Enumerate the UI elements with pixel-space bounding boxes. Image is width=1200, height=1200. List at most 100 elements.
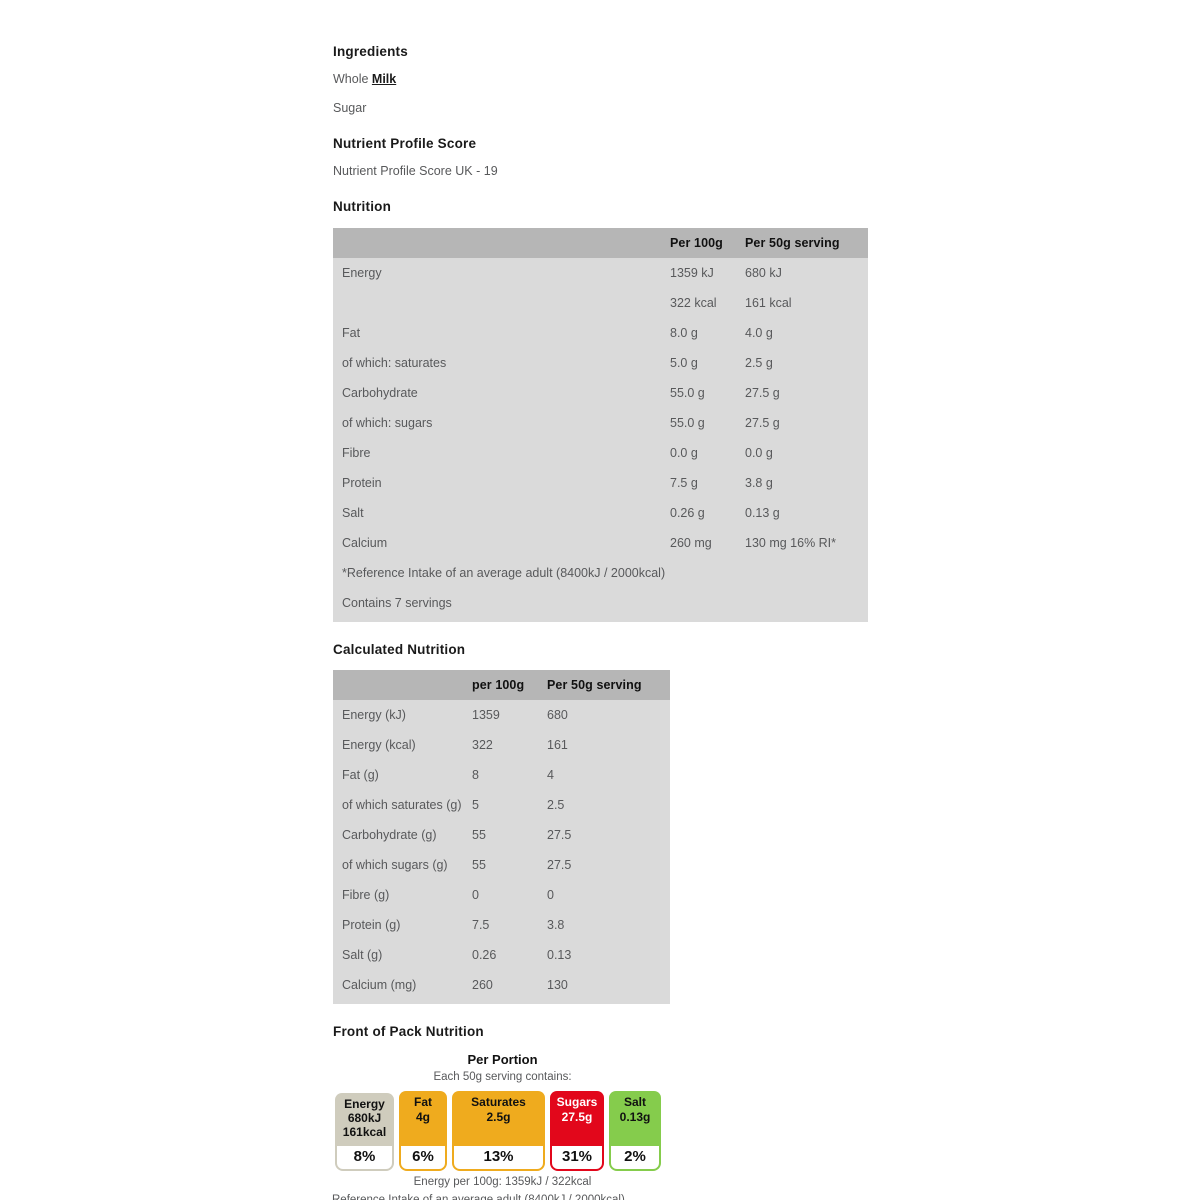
front-of-pack-heading: Front of Pack Nutrition	[333, 1023, 484, 1039]
row-value-serving: 3.8 g	[745, 475, 773, 490]
row-value-serving: 4.0 g	[745, 325, 773, 340]
row-label: Fibre (g)	[342, 887, 390, 902]
table-row: Energy (kJ) 1359 680	[333, 700, 670, 730]
table-row: Fibre (g) 0 0	[333, 880, 670, 910]
row-label: Energy	[342, 265, 382, 280]
row-value-100g: 0.26 g	[670, 505, 705, 520]
row-value-100g: 55.0 g	[670, 415, 705, 430]
nutrition-heading: Nutrition	[333, 199, 392, 215]
content-column: Ingredients Whole Milk Sugar Nutrient Pr…	[332, 44, 873, 1200]
row-value-serving: 130 mg 16% RI*	[745, 535, 837, 550]
table-row: Energy 1359 kJ 680 kJ	[333, 258, 868, 288]
row-value-serving: 161 kcal	[745, 295, 792, 310]
table-row: Fat 8.0 g 4.0 g	[333, 318, 868, 348]
traffic-light-row: Energy 680kJ 161kcal 8% Fat 4g 6% Satu	[335, 1091, 670, 1171]
ingredient-line: Whole Milk	[333, 72, 873, 87]
reference-intake-note: *Reference Intake of an average adult (8…	[342, 565, 666, 580]
table-row: Protein (g) 7.5 3.8	[333, 910, 670, 940]
traffic-light-percent: 31%	[550, 1146, 604, 1171]
traffic-light-percent: 6%	[399, 1146, 447, 1171]
table-note-row: Contains 7 servings	[333, 588, 868, 622]
row-value-100g: 5.0 g	[670, 355, 698, 370]
calculated-nutrition-heading: Calculated Nutrition	[333, 641, 466, 657]
row-value-100g: 5	[472, 797, 479, 812]
row-value-serving: 130	[547, 977, 568, 992]
traffic-light-label: Salt	[623, 1095, 646, 1110]
row-label: Carbohydrate (g)	[342, 827, 437, 842]
row-value-serving: 27.5 g	[745, 415, 780, 430]
row-label: Energy (kcal)	[342, 737, 416, 752]
table-row: Energy (kcal) 322 161	[333, 730, 670, 760]
row-label: Protein (g)	[342, 917, 401, 932]
row-value-serving: 161	[547, 737, 568, 752]
traffic-light-saturates: Saturates 2.5g 13%	[452, 1091, 545, 1171]
row-value-serving: 27.5 g	[745, 385, 780, 400]
row-value-serving: 0.0 g	[745, 445, 773, 460]
traffic-light-value-secondary: 161kcal	[342, 1124, 387, 1139]
traffic-light-salt: Salt 0.13g 2%	[609, 1091, 661, 1171]
row-label: Fat	[342, 325, 361, 340]
ingredient-line: Sugar	[333, 101, 873, 116]
traffic-light-salt-body: Salt 0.13g	[609, 1091, 661, 1146]
per-portion-title: Per Portion	[467, 1051, 538, 1067]
row-label: Calcium (mg)	[342, 977, 417, 992]
row-value-100g: 8.0 g	[670, 325, 698, 340]
table-header-row: per 100g Per 50g serving	[333, 669, 670, 700]
table-row: Salt 0.26 g 0.13 g	[333, 498, 868, 528]
row-value-serving: 0	[547, 887, 554, 902]
traffic-light-percent: 2%	[609, 1146, 661, 1171]
table-header-row: Per 100g Per 50g serving	[333, 227, 868, 258]
row-label	[333, 288, 670, 318]
nutrient-profile-heading: Nutrient Profile Score	[333, 136, 477, 152]
row-label: of which saturates (g)	[342, 797, 462, 812]
column-header-per-100g: per 100g	[472, 669, 547, 700]
nutrient-profile-text: Nutrient Profile Score UK - 19	[333, 164, 498, 179]
table-row: of which: sugars 55.0 g 27.5 g	[333, 408, 868, 438]
traffic-light-fat: Fat 4g 6%	[399, 1091, 447, 1171]
row-label: of which sugars (g)	[342, 857, 448, 872]
traffic-light-percent: 8%	[335, 1146, 394, 1171]
traffic-light-value: 2.5g	[486, 1109, 511, 1124]
row-label: Calcium	[342, 535, 388, 550]
row-value-serving: 680 kJ	[745, 265, 782, 280]
column-header-blank	[333, 227, 670, 258]
table-row: Carbohydrate (g) 55 27.5	[333, 820, 670, 850]
table-row: Carbohydrate 55.0 g 27.5 g	[333, 378, 868, 408]
row-value-100g: 1359 kJ	[670, 265, 714, 280]
table-row: Calcium (mg) 260 130	[333, 970, 670, 1004]
table-row: Fibre 0.0 g 0.0 g	[333, 438, 868, 468]
column-header-per-serving: Per 50g serving	[745, 227, 868, 258]
table-row: of which: saturates 5.0 g 2.5 g	[333, 348, 868, 378]
row-value-serving: 2.5	[547, 797, 565, 812]
servings-note: Contains 7 servings	[342, 595, 452, 610]
serving-subtitle: Each 50g serving contains:	[433, 1071, 572, 1084]
table-row: Calcium 260 mg 130 mg 16% RI*	[333, 528, 868, 558]
row-value-serving: 2.5 g	[745, 355, 773, 370]
table-row: Protein 7.5 g 3.8 g	[333, 468, 868, 498]
table-row: of which sugars (g) 55 27.5	[333, 850, 670, 880]
table-row: 322 kcal 161 kcal	[333, 288, 868, 318]
row-value-serving: 27.5	[547, 857, 572, 872]
table-row: Fat (g) 8 4	[333, 760, 670, 790]
row-value-100g: 1359	[472, 707, 500, 722]
traffic-light-value: 680kJ	[347, 1111, 382, 1126]
reference-intake-footer: Reference Intake of an average adult (84…	[332, 1193, 625, 1200]
table-note-row: *Reference Intake of an average adult (8…	[333, 558, 868, 588]
table-row: Salt (g) 0.26 0.13	[333, 940, 670, 970]
ingredient-prefix: Whole	[333, 72, 372, 87]
row-label: of which: sugars	[342, 415, 433, 430]
traffic-light-percent: 13%	[452, 1146, 545, 1171]
table-row: of which saturates (g) 5 2.5	[333, 790, 670, 820]
row-value-serving: 0.13	[547, 947, 572, 962]
row-label: Salt (g)	[342, 947, 383, 962]
row-value-100g: 55	[472, 827, 486, 842]
row-value-100g: 55	[472, 857, 486, 872]
row-value-100g: 7.5 g	[670, 475, 698, 490]
row-value-100g: 0.26	[472, 947, 497, 962]
row-label: Carbohydrate	[342, 385, 418, 400]
row-label: of which: saturates	[342, 355, 447, 370]
row-value-100g: 7.5	[472, 917, 490, 932]
traffic-light-label: Sugars	[556, 1095, 598, 1110]
column-header-per-serving: Per 50g serving	[547, 669, 670, 700]
